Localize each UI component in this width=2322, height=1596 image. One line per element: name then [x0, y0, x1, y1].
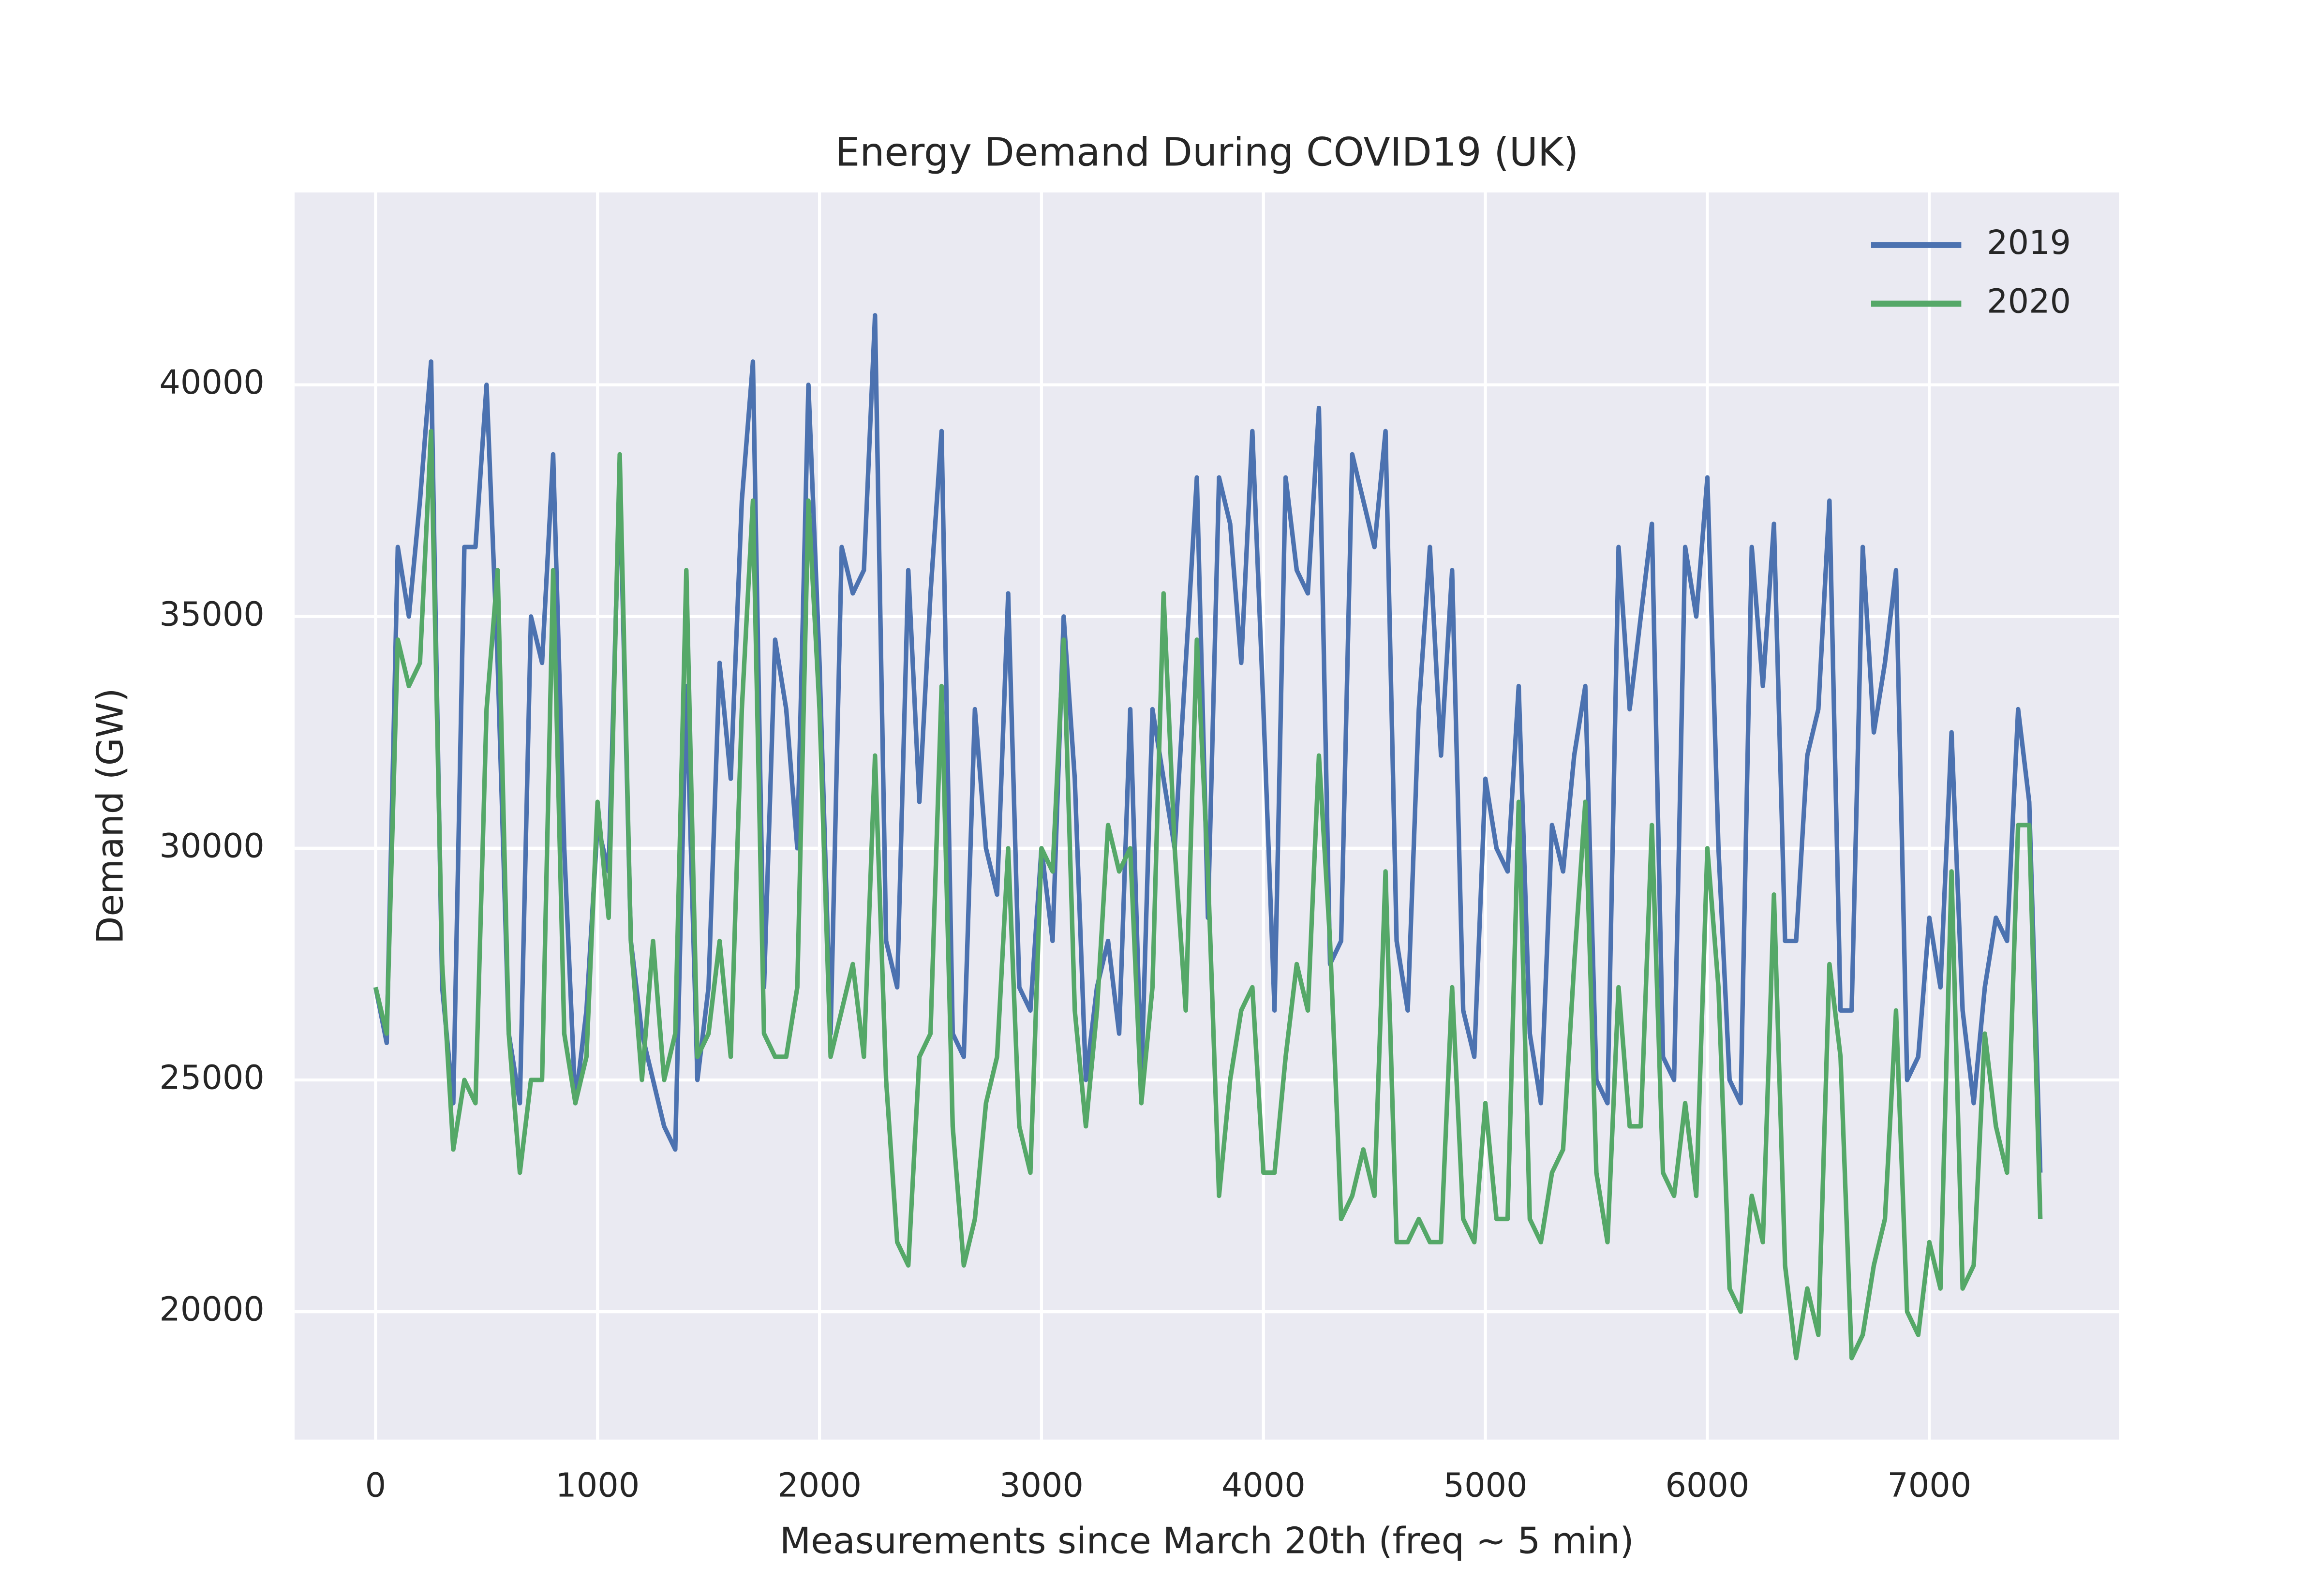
x-tick-label: 6000 — [1665, 1467, 1749, 1505]
y-tick-label: 25000 — [159, 1059, 264, 1097]
x-tick-label: 3000 — [999, 1467, 1084, 1505]
y-tick-label: 20000 — [159, 1291, 264, 1329]
legend: 2019 2020 — [1871, 224, 2071, 321]
x-tick-label: 1000 — [555, 1467, 640, 1505]
x-tick-label: 0 — [365, 1467, 386, 1505]
legend-label: 2019 — [1987, 224, 2071, 262]
chart-title: Energy Demand During COVID19 (UK) — [835, 130, 1578, 175]
y-tick-label: 30000 — [159, 827, 264, 865]
data-line — [373, 429, 2043, 1360]
x-tick-label: 2000 — [777, 1467, 862, 1505]
y-tick-label: 35000 — [159, 595, 264, 634]
x-axis-label: Measurements since March 20th (freq ~ 5 … — [780, 1520, 1634, 1562]
x-tick-label: 5000 — [1444, 1467, 1528, 1505]
x-tick-label: 7000 — [1887, 1467, 1971, 1505]
legend-label: 2020 — [1987, 282, 2071, 321]
y-axis-label: Demand (GW) — [89, 688, 132, 944]
y-tick-label: 40000 — [159, 364, 264, 402]
x-tick-label: 4000 — [1221, 1467, 1306, 1505]
